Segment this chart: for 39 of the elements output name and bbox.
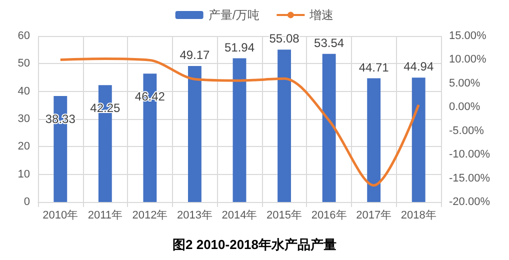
- x-tick-label: 2018年: [400, 210, 436, 222]
- bar: [278, 50, 291, 202]
- bar: [412, 78, 426, 202]
- x-tick-label: 2014年: [222, 210, 258, 222]
- bar: [367, 78, 381, 202]
- x-tick-label: 2010年: [42, 210, 78, 222]
- data-label: 44.94: [404, 60, 434, 74]
- y2-tick-label: 10.00%: [449, 54, 487, 66]
- y-tick-label: 50: [18, 58, 30, 70]
- data-label: 51.94: [224, 40, 255, 54]
- data-label: 44.71: [358, 60, 390, 74]
- x-tick-label: 2012年: [132, 210, 168, 222]
- y-tick-label: 10: [18, 168, 30, 180]
- data-label: 53.54: [314, 36, 344, 50]
- y-tick-label: 60: [18, 30, 30, 42]
- legend-label: 产量/万吨: [208, 8, 260, 22]
- y2-tick-label: -15.00%: [449, 172, 490, 184]
- y2-tick-label: -5.00%: [449, 124, 484, 137]
- y-tick-label: 40: [18, 85, 30, 98]
- y-tick-label: 0: [24, 196, 30, 208]
- x-tick-label: 2017年: [356, 210, 392, 222]
- legend-label: 增速: [308, 8, 334, 22]
- bar: [322, 54, 336, 202]
- bar: [188, 66, 202, 202]
- text: 图2 2010-2018年水产品产量: [172, 237, 337, 252]
- y2-tick-label: -20.00%: [449, 196, 490, 208]
- y2-tick-label: 0.00%: [449, 101, 480, 114]
- x-tick-label: 2013年: [176, 210, 212, 222]
- data-label: 49.17: [180, 48, 210, 62]
- y-tick-label: 20: [18, 140, 30, 153]
- x-tick-label: 2015年: [266, 210, 302, 222]
- y2-tick-label: 15.00%: [449, 30, 487, 42]
- y2-tick-label: 5.00%: [449, 77, 480, 90]
- bar: [232, 58, 246, 202]
- y2-tick-label: -10.00%: [449, 148, 490, 161]
- data-label: 55.08: [269, 32, 300, 46]
- x-tick-label: 2016年: [311, 210, 347, 222]
- x-tick-label: 2011年: [88, 210, 122, 222]
- y-tick-label: 30: [18, 113, 30, 125]
